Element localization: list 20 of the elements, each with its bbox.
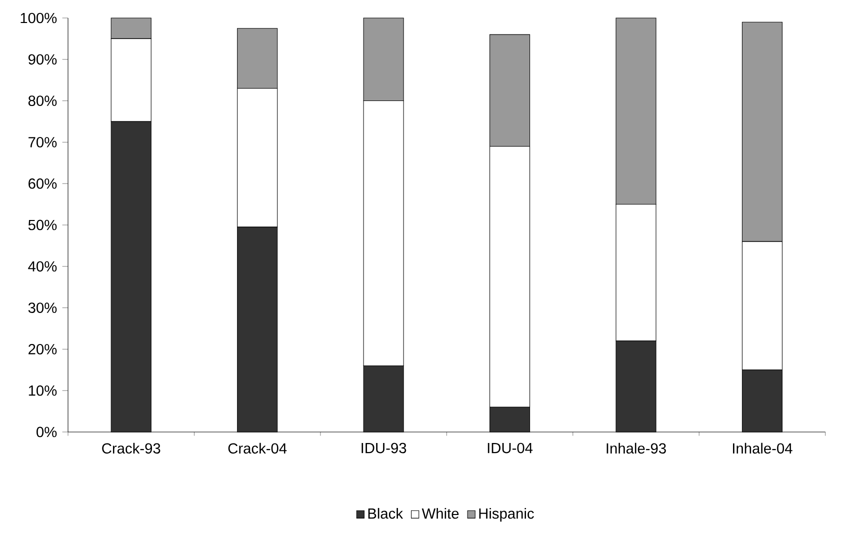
y-tick-label: 100%	[20, 12, 57, 24]
y-tick-label: 30%	[28, 302, 57, 313]
y-tick-label: 0%	[36, 426, 57, 438]
y-tick-label: 80%	[28, 96, 57, 106]
x-tick-label: Inhale-93	[606, 442, 666, 454]
y-tick-label: 50%	[28, 220, 57, 230]
legend-label: Hispanic	[479, 508, 534, 522]
y-tick-label: 20%	[28, 344, 57, 354]
x-tick-label: Crack-04	[228, 442, 287, 454]
x-tick-label: IDU-93	[362, 442, 406, 454]
y-tick-label: 10%	[28, 385, 57, 396]
x-tick-label: Inhale-04	[733, 442, 792, 454]
legend-label: Black	[368, 508, 404, 519]
y-tick-label: 60%	[28, 178, 57, 189]
x-tick-label: IDU-04	[488, 442, 533, 454]
y-tick-label: 90%	[28, 54, 57, 65]
y-tick-label: 70%	[28, 137, 57, 148]
y-tick-label: 40%	[28, 261, 57, 272]
legend-label: White	[422, 508, 459, 519]
x-tick-label: Crack-93	[102, 442, 160, 454]
